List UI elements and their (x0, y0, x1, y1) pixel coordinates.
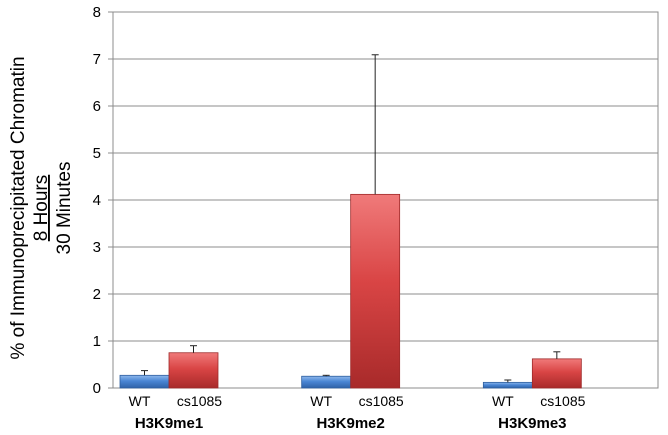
y-tick-label: 2 (93, 286, 101, 303)
y-tick-label: 0 (93, 380, 101, 397)
category-label: cs1085 (540, 393, 585, 409)
bar-h3k9me3-cs1085 (531, 358, 582, 389)
category-label: cs1085 (359, 393, 404, 409)
group-label: H3K9me2 (316, 415, 384, 432)
bar-h3k9me3-wt (482, 381, 533, 389)
bar-h3k9me1-wt (119, 374, 170, 389)
category-label: cs1085 (177, 393, 222, 409)
bar-h3k9me2-wt (301, 375, 352, 389)
y-tick-label: 3 (93, 239, 101, 256)
y-axis-title: % of Immunoprecipitated Chromatin 8 Hour… (8, 56, 75, 359)
y-axis-ticks: 0 1 2 3 4 5 6 7 8 (93, 4, 113, 397)
y-axis-title-line3: 30 Minutes (54, 162, 75, 255)
category-label: WT (492, 393, 514, 409)
y-tick-label: 5 (93, 145, 101, 162)
y-tick-label: 7 (93, 51, 101, 68)
y-tick-label: 8 (93, 4, 101, 21)
grid-lines (113, 58, 658, 342)
bar-h3k9me2-cs1085 (350, 193, 401, 389)
y-tick-label: 6 (93, 98, 101, 115)
category-label: WT (129, 393, 151, 409)
y-axis-title-line1: % of Immunoprecipitated Chromatin (8, 56, 29, 359)
group-label: H3K9me3 (498, 415, 566, 432)
y-tick-label: 4 (93, 192, 101, 209)
category-label: WT (310, 393, 332, 409)
y-tick-label: 1 (93, 333, 101, 350)
error-bars-layer (141, 54, 561, 383)
y-axis-title-line2: 8 Hours (31, 175, 52, 242)
group-label: H3K9me1 (135, 415, 203, 432)
category-labels: WT cs1085 WT cs1085 WT cs1085 (129, 393, 586, 409)
bar-h3k9me1-cs1085 (168, 352, 219, 389)
group-labels: H3K9me1 H3K9me2 H3K9me3 (135, 415, 567, 432)
